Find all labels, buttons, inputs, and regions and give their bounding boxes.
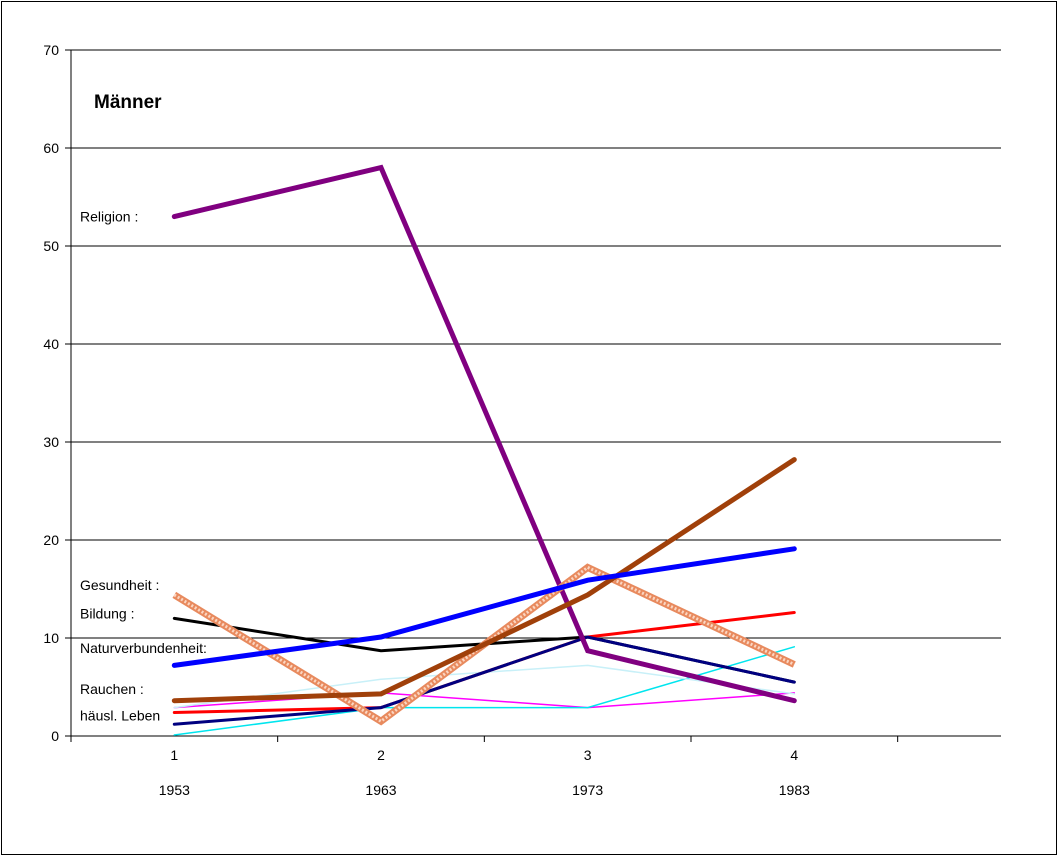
series-annotation: häusl. Leben bbox=[80, 707, 160, 723]
label-layer: Männer 0 10 20 30 40 50 60 70 1 1953 2 1963 3 1973 4 19… bbox=[43, 42, 810, 798]
series-line bbox=[171, 457, 797, 704]
y-tick-label: 60 bbox=[43, 140, 59, 156]
x-tick-label: 4 bbox=[790, 747, 798, 763]
chart-title: Männer bbox=[94, 92, 162, 113]
series-annotation: Gesundheit : bbox=[80, 577, 159, 593]
y-tick-label: 50 bbox=[43, 238, 59, 254]
series-annotation: Naturverbundenheit: bbox=[80, 640, 207, 656]
series-line bbox=[173, 646, 796, 736]
series-line bbox=[171, 164, 797, 704]
x-year-label: 1963 bbox=[365, 782, 396, 798]
grid-layer bbox=[71, 49, 1001, 639]
x-tick-label: 3 bbox=[584, 747, 592, 763]
x-year-label: 1953 bbox=[159, 782, 190, 798]
y-tick-label: 10 bbox=[43, 630, 59, 646]
series-annotation: Bildung : bbox=[80, 606, 134, 622]
series-line bbox=[172, 635, 796, 726]
x-tick-label: 1 bbox=[170, 747, 178, 763]
axis-layer bbox=[65, 49, 1001, 742]
y-tick-label: 20 bbox=[43, 532, 59, 548]
series-annotation: Rauchen : bbox=[80, 681, 144, 697]
y-tick-label: 70 bbox=[43, 42, 59, 58]
y-tick-label: 40 bbox=[43, 336, 59, 352]
x-year-label: 1973 bbox=[572, 782, 603, 798]
series-line bbox=[173, 565, 795, 724]
y-tick-label: 0 bbox=[51, 728, 59, 744]
series-line bbox=[171, 546, 797, 668]
series-layer bbox=[171, 164, 797, 736]
x-tick-label: 2 bbox=[377, 747, 385, 763]
series-line bbox=[173, 692, 796, 709]
series-annotation: Religion : bbox=[80, 209, 138, 225]
y-tick-label: 30 bbox=[43, 434, 59, 450]
x-year-label: 1983 bbox=[779, 782, 810, 798]
